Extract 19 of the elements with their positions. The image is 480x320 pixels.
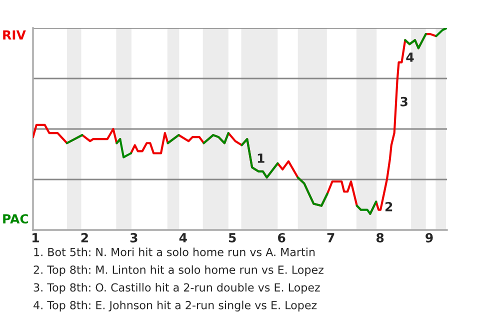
annotation: 2	[385, 202, 392, 212]
x-tick-label: 9	[426, 233, 433, 242]
x-tick-label: 3	[130, 233, 138, 242]
x-tick-label: 4	[179, 233, 187, 242]
x-tick-label: 5	[228, 233, 236, 242]
annotation: 1	[258, 154, 264, 163]
text: RIV	[3, 30, 26, 40]
x-tick-label: 6	[278, 233, 286, 242]
x-tick-label: 7	[327, 233, 334, 242]
annotation: 4	[406, 52, 414, 62]
text: PAC	[3, 214, 28, 224]
x-tick-label: 8	[376, 233, 384, 242]
text: 4. Top 8th: E. Johnson hit a 2-run single vs E. Lopez	[34, 300, 317, 312]
text: 2. Top 8th: M. Linton hit a solo home run vs E. Lopez	[34, 265, 324, 276]
x-tick-label: 1	[32, 233, 39, 242]
text: 3. Top 8th: O. Castillo hit a 2-run double vs E. Lopez	[34, 283, 320, 294]
x-tick-label: 2	[81, 233, 88, 242]
annotation: 3	[400, 96, 408, 106]
text: 1. Bot 5th: N. Mori hit a solo home run vs A. Martin	[34, 248, 315, 256]
